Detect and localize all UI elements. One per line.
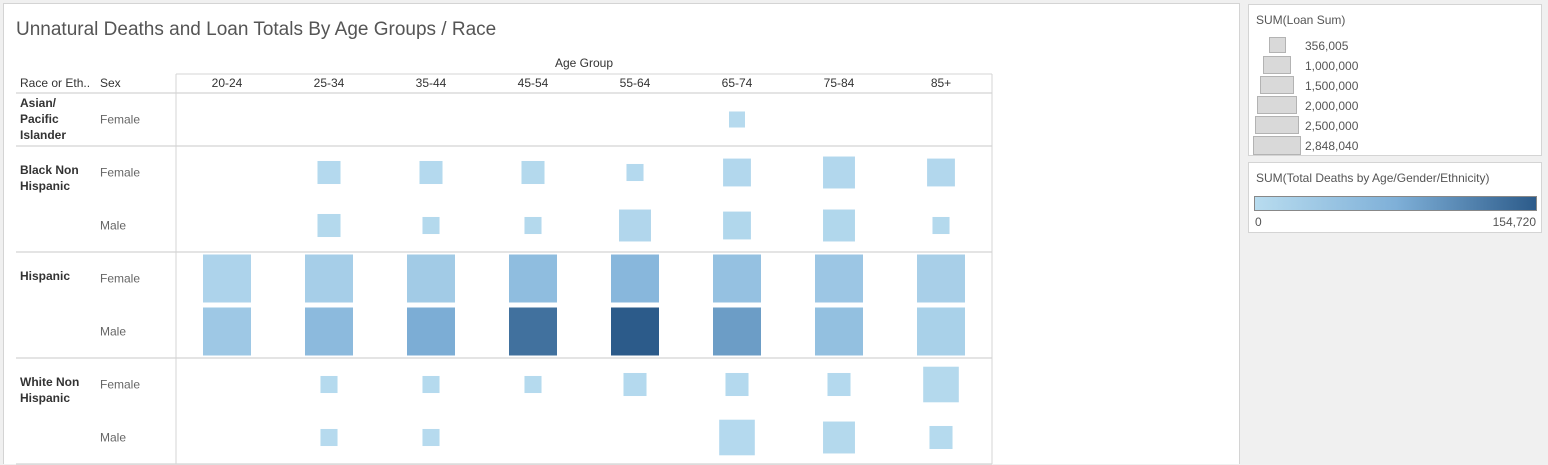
heatmap-cell[interactable] (623, 372, 647, 397)
sex-label: Male (100, 219, 126, 233)
sex-label: Female (100, 378, 140, 392)
size-legend: SUM(Loan Sum) 356,005 1,000,000 1,500,000 2… (1248, 4, 1542, 156)
heatmap-cell[interactable] (729, 111, 745, 128)
heatmap-cell[interactable] (823, 156, 855, 189)
size-legend-title: SUM(Loan Sum) (1256, 13, 1346, 27)
size-legend-item: 356,005 (1249, 35, 1541, 55)
heatmap-cell[interactable] (509, 254, 557, 303)
heatmap-cell[interactable] (923, 366, 959, 403)
race-label: White Non Hispanic (20, 375, 79, 405)
heatmap-cell[interactable] (815, 307, 863, 356)
heatmap-cell[interactable] (719, 419, 755, 456)
size-legend-item: 2,848,040 (1249, 135, 1541, 155)
sex-label: Female (100, 113, 140, 127)
size-legend-swatch (1253, 135, 1301, 155)
size-legend-swatch (1259, 76, 1295, 94)
heatmap-cell[interactable] (823, 209, 855, 242)
size-legend-label: 2,848,040 (1305, 139, 1359, 153)
color-legend-min: 0 (1255, 215, 1262, 229)
sex-label: Male (100, 431, 126, 445)
heatmap-cell[interactable] (611, 254, 659, 303)
size-legend-label: 1,500,000 (1305, 79, 1359, 93)
heatmap-cell[interactable] (407, 254, 455, 303)
size-legend-swatch (1268, 37, 1286, 53)
heatmap-cell[interactable] (725, 372, 749, 397)
size-legend-label: 1,000,000 (1305, 59, 1359, 73)
heatmap-cell[interactable] (723, 158, 751, 187)
heatmap-cell[interactable] (305, 307, 353, 356)
heatmap-cell[interactable] (320, 375, 338, 394)
heatmap-cell[interactable] (932, 216, 950, 235)
heatmap-cell[interactable] (203, 254, 251, 303)
heatmap-cell[interactable] (422, 375, 440, 394)
heatmap-cell[interactable] (317, 213, 341, 238)
chart-panel: Unnatural Deaths and Loan Totals By Age … (3, 3, 1240, 465)
color-legend-title: SUM(Total Deaths by Age/Gender/Ethnicity… (1256, 171, 1490, 185)
heatmap-cell[interactable] (917, 307, 965, 356)
sex-label: Female (100, 166, 140, 180)
heatmap-cell[interactable] (713, 254, 761, 303)
heatmap-cell[interactable] (521, 160, 545, 185)
size-legend-item: 2,000,000 (1249, 95, 1541, 115)
size-legend-label: 2,000,000 (1305, 99, 1359, 113)
column-label: 85+ (931, 76, 951, 90)
heatmap-cell[interactable] (823, 421, 855, 454)
size-legend-item: 1,500,000 (1249, 75, 1541, 95)
heatmap-cell[interactable] (723, 211, 751, 240)
size-legend-label: 356,005 (1305, 39, 1349, 53)
column-label: 75-84 (824, 76, 855, 90)
column-label: 20-24 (212, 76, 243, 90)
size-legend-item: 1,000,000 (1249, 55, 1541, 75)
size-legend-swatch (1254, 115, 1300, 135)
color-legend-max: 154,720 (1492, 215, 1536, 229)
heatmap-cell[interactable] (611, 307, 659, 356)
row-header-sex: Sex (100, 76, 121, 90)
page-title: Unnatural Deaths and Loan Totals By Age … (16, 19, 497, 40)
heatmap-cell[interactable] (317, 160, 341, 185)
column-label: 55-64 (620, 76, 651, 90)
size-legend-swatch (1256, 95, 1298, 115)
size-legend-label: 2,500,000 (1305, 119, 1359, 133)
color-ramp (1254, 196, 1537, 211)
heatmap-cell[interactable] (827, 372, 851, 397)
heatmap-cell[interactable] (422, 428, 440, 447)
race-label: Hispanic (20, 269, 70, 283)
heatmap-cell[interactable] (407, 307, 455, 356)
size-legend-swatch (1262, 56, 1292, 74)
heatmap-cell[interactable] (524, 216, 542, 235)
heatmap-cell[interactable] (422, 216, 440, 235)
race-label: Black Non Hispanic (20, 163, 79, 193)
heatmap-cell[interactable] (917, 254, 965, 303)
column-label: 35-44 (416, 76, 447, 90)
heatmap-cell[interactable] (419, 160, 443, 185)
size-legend-item: 2,500,000 (1249, 115, 1541, 135)
column-label: 25-34 (314, 76, 345, 90)
heatmap-chart: Age Group Race or Eth.. Sex 20-24 25-34 35-44… (16, 56, 993, 465)
column-header-title: Age Group (555, 56, 613, 70)
heatmap-cell[interactable] (509, 307, 557, 356)
heatmap-cell[interactable] (713, 307, 761, 356)
race-label: Asian/Pacific Islander (20, 96, 66, 142)
heatmap-cell[interactable] (305, 254, 353, 303)
heatmap-cell[interactable] (619, 209, 651, 242)
row-header-race: Race or Eth.. (20, 76, 90, 90)
sex-label: Male (100, 325, 126, 339)
heatmap-cell[interactable] (626, 163, 644, 182)
sex-label: Female (100, 272, 140, 286)
column-label: 65-74 (722, 76, 753, 90)
heatmap-cell[interactable] (203, 307, 251, 356)
heatmap-cell[interactable] (929, 425, 953, 450)
heatmap-cell[interactable] (927, 158, 955, 187)
heatmap-cell[interactable] (320, 428, 338, 447)
heatmap-cell[interactable] (815, 254, 863, 303)
column-label: 45-54 (518, 76, 549, 90)
color-legend: SUM(Total Deaths by Age/Gender/Ethnicity… (1248, 162, 1542, 233)
heatmap-cell[interactable] (524, 375, 542, 394)
